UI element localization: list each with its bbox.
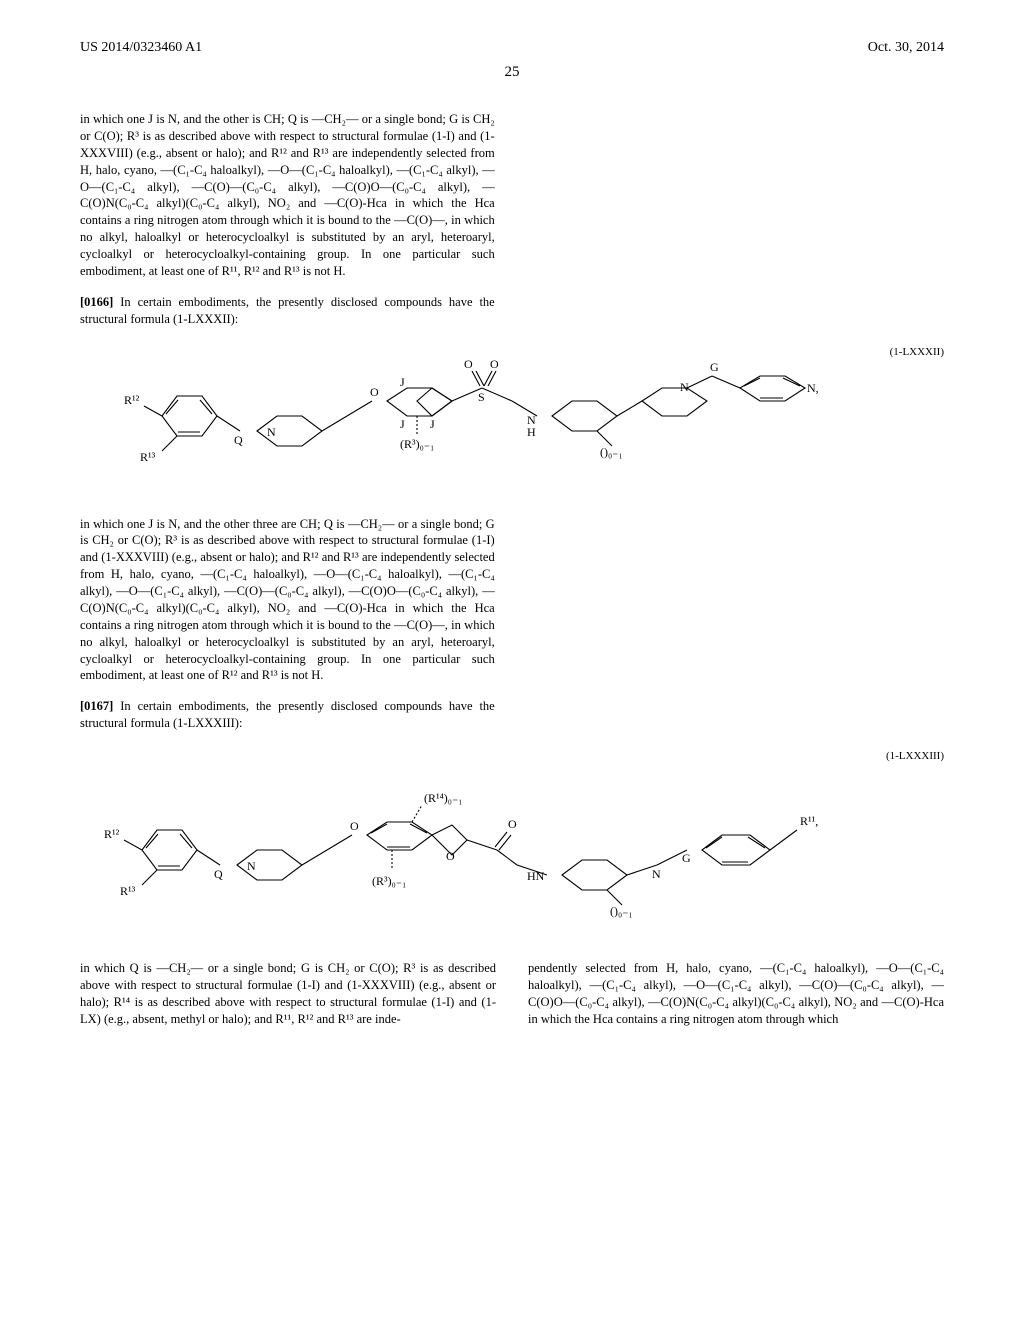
paragraph-0166: [0166] In certain embodiments, the prese… <box>80 294 495 328</box>
svg-text:O: O <box>446 849 455 863</box>
svg-text:Q: Q <box>234 433 243 447</box>
svg-text:O: O <box>490 357 499 371</box>
paragraph-continuation-2: in which one J is N, and the other three… <box>80 516 495 685</box>
svg-text:N: N <box>247 859 256 873</box>
publication-number: US 2014/0323460 A1 <box>80 40 202 56</box>
formula-label: (1-LXXXIII) <box>886 750 944 762</box>
svg-text:(R¹⁴)₀₋₁: (R¹⁴)₀₋₁ <box>424 791 462 805</box>
para-number: [0166] <box>80 295 113 309</box>
svg-text:G: G <box>682 851 691 865</box>
chemical-formula-1-lxxxiii: (1-LXXXIII) <box>80 750 944 940</box>
svg-text:R¹²: R¹² <box>104 827 120 841</box>
svg-text:R¹¹,: R¹¹, <box>800 814 818 828</box>
para-text: In certain embodiments, the presently di… <box>80 295 495 326</box>
svg-text:N: N <box>267 425 276 439</box>
structure-svg-1: R¹² R¹³ Q N O J J J S O O N H ()₀₋₁ (R³)… <box>122 346 902 496</box>
svg-text:J: J <box>400 375 405 389</box>
svg-text:()₀₋₁: ()₀₋₁ <box>600 445 623 459</box>
svg-text:N: N <box>652 867 661 881</box>
svg-text:J: J <box>400 417 405 431</box>
page-number: 25 <box>80 64 944 81</box>
chemical-formula-1-lxxxii: (1-LXXXII) <box>80 346 944 496</box>
svg-text:(R³)₀₋₁: (R³)₀₋₁ <box>372 874 406 888</box>
svg-text:H: H <box>527 425 536 439</box>
para-text: In certain embodiments, the presently di… <box>80 699 495 730</box>
paragraph-continuation: in which one J is N, and the other is CH… <box>80 111 495 280</box>
svg-text:G: G <box>710 360 719 374</box>
svg-text:N: N <box>680 380 689 394</box>
structure-svg-2: R¹² R¹³ Q N O (R³)₀₋₁ (R¹⁴)₀₋₁ O O HN ()… <box>102 750 922 940</box>
paragraph-0167: [0167] In certain embodiments, the prese… <box>80 698 495 732</box>
svg-text:O: O <box>464 357 473 371</box>
para-number: [0167] <box>80 699 113 713</box>
paragraph-bottom-right: pendently selected from H, halo, cyano, … <box>528 960 944 1028</box>
svg-text:N,: N, <box>807 381 819 395</box>
svg-text:Q: Q <box>214 867 223 881</box>
svg-text:O: O <box>508 817 517 831</box>
svg-text:R¹²: R¹² <box>124 393 140 407</box>
svg-text:(R³)₀₋₁: (R³)₀₋₁ <box>400 437 434 451</box>
paragraph-bottom-left: in which Q is —CH₂— or a single bond; G … <box>80 960 496 1028</box>
svg-text:O: O <box>370 385 379 399</box>
svg-text:R¹³: R¹³ <box>120 884 136 898</box>
svg-text:S: S <box>478 390 485 404</box>
publication-date: Oct. 30, 2014 <box>868 40 944 56</box>
svg-text:()₀₋₁: ()₀₋₁ <box>610 904 633 918</box>
svg-text:R¹³: R¹³ <box>140 450 156 464</box>
svg-text:HN: HN <box>527 869 545 883</box>
formula-label: (1-LXXXII) <box>890 346 944 358</box>
svg-text:O: O <box>350 819 359 833</box>
svg-text:J: J <box>430 417 435 431</box>
